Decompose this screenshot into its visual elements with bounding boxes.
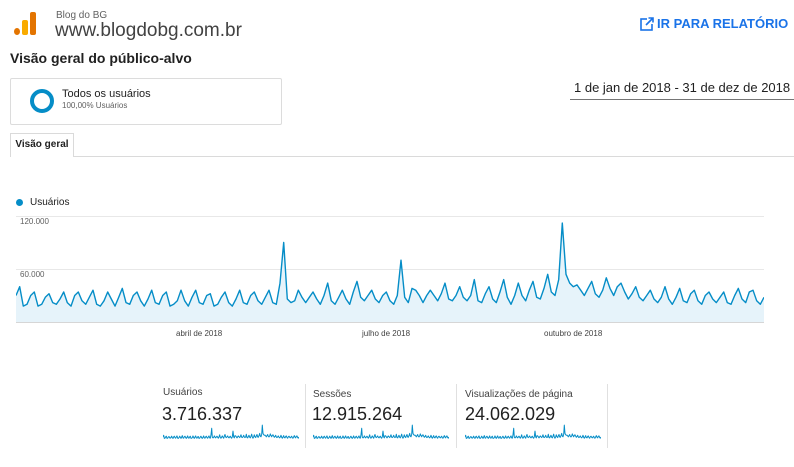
sparkline-2-line <box>465 424 601 439</box>
site-url[interactable]: www.blogdobg.com.br <box>55 20 242 41</box>
metric-value-pageviews: 24.062.029 <box>465 404 556 424</box>
tab-visao-geral[interactable]: Visão geral <box>10 133 74 157</box>
x-tick-label: abril de 2018 <box>176 329 223 338</box>
metric-value-sessions: 12.915.264 <box>312 404 403 424</box>
users-line-chart[interactable] <box>16 214 764 324</box>
metric-sparkline-users <box>163 424 299 439</box>
date-range-picker[interactable]: 1 de jan de 2018 - 31 de dez de 2018 <box>570 80 794 100</box>
metric-value-users: 3.716.337 <box>162 404 243 424</box>
report-link-button[interactable]: IR PARA RELATÓRIO <box>640 16 788 31</box>
tab-divider <box>74 156 794 157</box>
y-tick-label: 60.000 <box>20 270 45 279</box>
metric-label-sessions: Sessões <box>313 389 352 400</box>
legend-marker-usuarios <box>16 199 23 206</box>
open-in-new-icon <box>640 16 654 31</box>
segment-percentage: 100,00% Usuários <box>62 101 128 110</box>
report-link-label: IR PARA RELATÓRIO <box>657 16 789 31</box>
gridline-60000 <box>16 269 764 270</box>
metric-sparkline-pageviews <box>465 424 601 439</box>
metric-label-users: Usuários <box>163 387 203 398</box>
segment-card[interactable] <box>10 78 282 125</box>
segment-ring-icon <box>29 88 55 114</box>
sparkline-1-line <box>313 424 449 439</box>
metric-sparkline-sessions <box>313 424 449 439</box>
metric-divider <box>456 384 457 448</box>
metric-divider <box>607 384 608 448</box>
segment-name: Todos os usuários <box>62 88 151 100</box>
x-tick-label: outubro de 2018 <box>544 329 603 338</box>
metric-divider <box>305 384 306 448</box>
page-title: Visão geral do público-alvo <box>10 50 192 66</box>
series-usuarios-line <box>16 222 764 307</box>
series-usuarios-area <box>16 223 764 322</box>
x-tick-label: julho de 2018 <box>362 329 411 338</box>
gridline-0 <box>16 322 764 323</box>
metric-label-pageviews: Visualizações de página <box>465 389 573 400</box>
gridline-120000 <box>16 216 764 217</box>
property-name: Blog do BG <box>56 10 108 21</box>
analytics-logo-icon <box>14 12 36 36</box>
legend-label-usuarios: Usuários <box>30 197 70 208</box>
y-tick-label: 120.000 <box>20 217 49 226</box>
sparkline-0-line <box>163 424 299 439</box>
